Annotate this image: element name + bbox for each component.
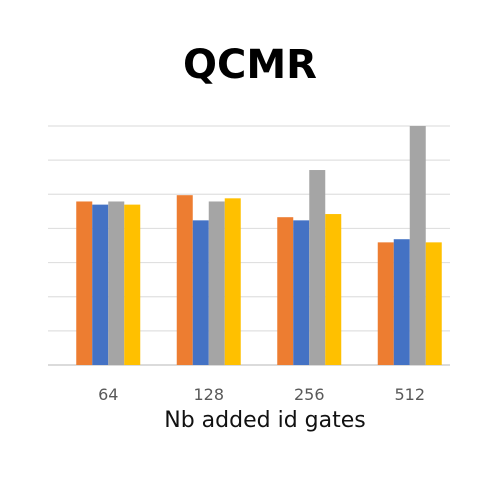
bar-256-series-2 [293, 220, 310, 365]
bar-64-series-3 [108, 201, 125, 365]
bar-128-series-3 [208, 201, 225, 365]
bar-512-series-3 [409, 126, 426, 365]
bar-256-series-1 [277, 217, 294, 365]
x-axis-label: Nb added id gates [164, 408, 366, 433]
bar-64-series-2 [92, 204, 109, 365]
bar-512-series-2 [393, 239, 410, 365]
x-tick-label: 128 [193, 385, 224, 404]
bars [76, 126, 442, 365]
x-tick-label: 512 [394, 385, 425, 404]
bar-512-series-4 [425, 242, 442, 365]
x-tick-label: 64 [98, 385, 118, 404]
bar-128-series-1 [176, 195, 193, 365]
bar-128-series-4 [224, 198, 241, 365]
bar-256-series-4 [325, 214, 342, 365]
bar-512-series-1 [377, 242, 394, 365]
bar-64-series-4 [124, 204, 141, 365]
x-tick-label: 256 [294, 385, 325, 404]
x-tick-labels: 64 128 256 512 [98, 385, 425, 404]
bar-64-series-1 [76, 201, 93, 365]
bar-256-series-3 [309, 170, 326, 365]
bar-128-series-2 [192, 220, 209, 365]
chart-title: QCMR [183, 42, 317, 88]
